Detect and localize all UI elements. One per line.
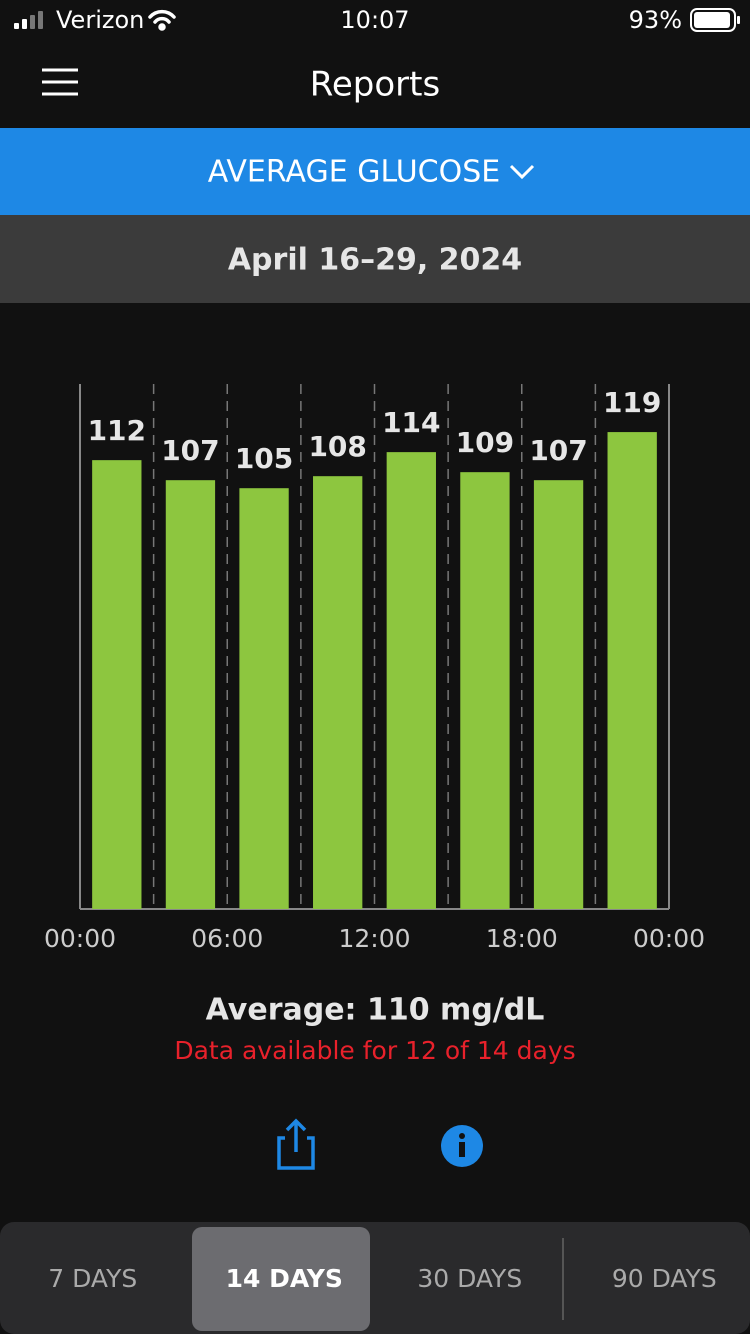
- signal: [14, 11, 43, 29]
- date-bar: [0, 215, 750, 303]
- clock: 10:07: [340, 6, 409, 34]
- bar: [239, 488, 289, 909]
- battery-percent: 93%: [629, 6, 682, 34]
- value-label: 109: [456, 426, 514, 459]
- date-range: April 16–29, 2024: [228, 243, 522, 278]
- report-selector-label[interactable]: AVERAGE GLUCOSE: [208, 155, 500, 190]
- availability-note: Data available for 12 of 14 days: [174, 1036, 575, 1065]
- tab[interactable]: 7 DAYS: [48, 1264, 137, 1293]
- tab-selected[interactable]: 14 DAYS: [226, 1264, 343, 1293]
- carrier: Verizon: [56, 6, 144, 34]
- value-label: 119: [603, 386, 661, 419]
- bar: [165, 480, 216, 909]
- report-selector[interactable]: [0, 128, 750, 215]
- info-button[interactable]: [441, 1125, 483, 1167]
- share-button[interactable]: [277, 1118, 315, 1170]
- value-label: 107: [529, 434, 587, 467]
- chart: 00:00 06:00 12:00 18:00 00:00 112 107 105 108 114…: [44, 384, 705, 953]
- value-label: 112: [88, 414, 146, 447]
- tab[interactable]: 90 DAYS: [612, 1264, 717, 1293]
- battery-icon: [690, 8, 740, 32]
- bar: [607, 432, 657, 909]
- menu-button[interactable]: [42, 68, 78, 96]
- selected-tab: [192, 1227, 370, 1331]
- chevron[interactable]: [509, 164, 535, 180]
- tabs: 7 DAYS 14 DAYS 30 DAYS 90 DAYS: [48, 1264, 716, 1293]
- x-tick-label: 18:00: [486, 924, 558, 953]
- x-tick-label: 00:00: [44, 924, 116, 953]
- header-title: Reports: [310, 65, 440, 105]
- bar: [386, 452, 436, 909]
- wifi-icon: [148, 9, 176, 31]
- value-label: 108: [308, 430, 366, 463]
- x-tick-label: 00:00: [633, 924, 705, 953]
- tab[interactable]: 30 DAYS: [417, 1264, 522, 1293]
- x-tick-label: 12:00: [338, 924, 410, 953]
- value-label: 107: [161, 434, 219, 467]
- value-label: 114: [382, 406, 440, 439]
- x-tick-label: 06:00: [191, 924, 263, 953]
- average: Average: 110 mg/dL: [206, 993, 545, 1028]
- bar: [460, 472, 510, 909]
- bar: [533, 480, 584, 909]
- value-label: 105: [235, 442, 293, 475]
- bar: [92, 460, 142, 909]
- bar: [313, 476, 363, 909]
